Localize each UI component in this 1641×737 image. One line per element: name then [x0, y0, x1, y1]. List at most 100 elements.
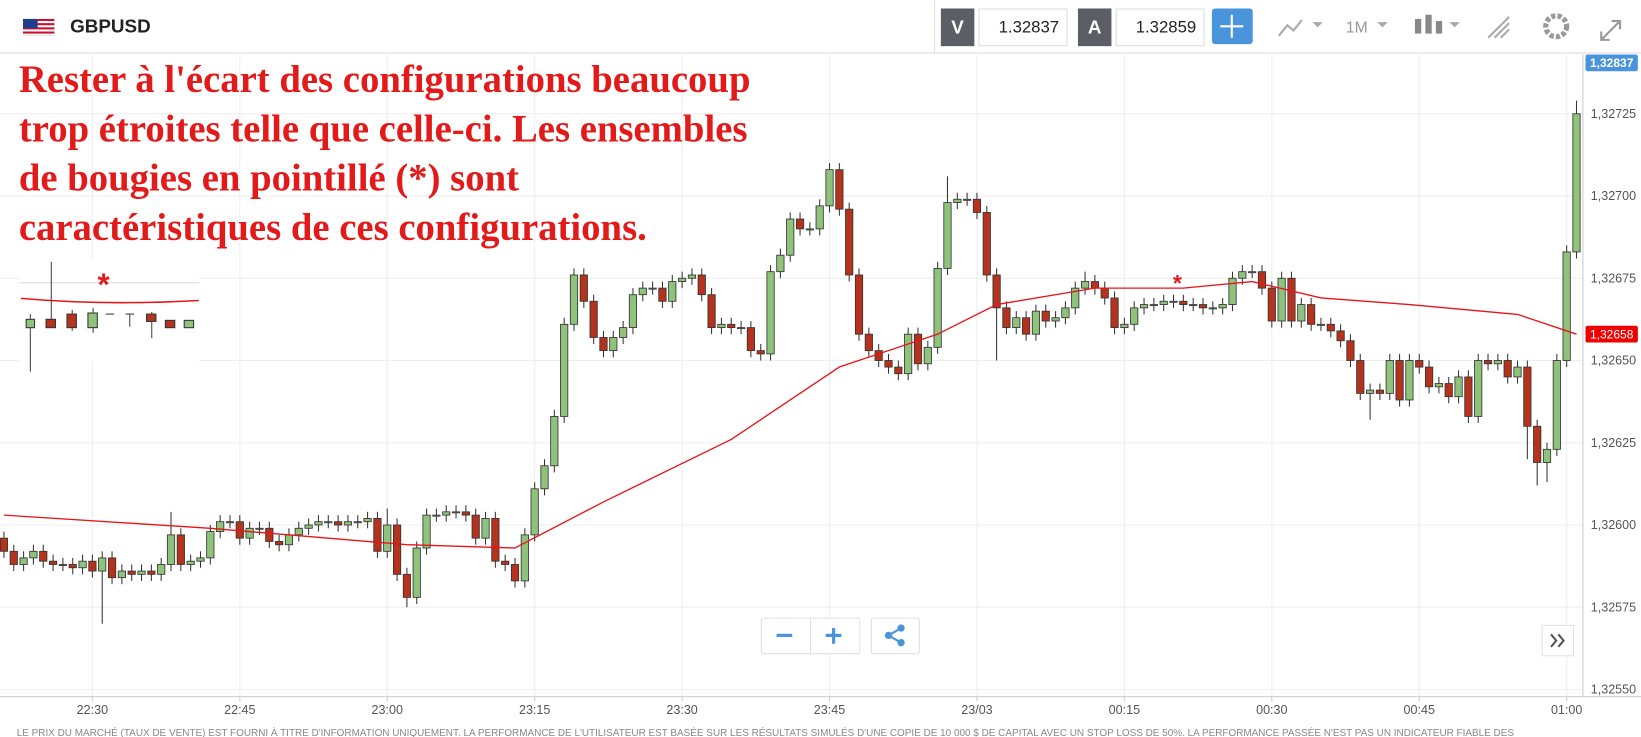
- x-tick-label: 22:30: [77, 703, 108, 717]
- symbol[interactable]: GBPUSD: [70, 16, 151, 37]
- candle-body: [1169, 300, 1178, 303]
- candle-body: [127, 570, 136, 575]
- candle-body: [1179, 300, 1188, 305]
- chart-type-icon[interactable]: [1414, 14, 1443, 34]
- candle-body: [1228, 277, 1237, 305]
- candle-body: [579, 274, 588, 302]
- candle-body: [225, 521, 235, 524]
- ask-price[interactable]: 1.32859: [1136, 18, 1196, 37]
- candle-body: [334, 521, 343, 526]
- ma-badge: [1585, 325, 1638, 343]
- candle-body: [1562, 251, 1571, 361]
- crosshair-icon: [1220, 14, 1244, 38]
- candle-body: [707, 294, 716, 329]
- candle-body: [1061, 307, 1070, 319]
- candle-body: [216, 521, 225, 532]
- candle-body: [412, 547, 421, 598]
- dropdown-arrow: [1449, 22, 1460, 28]
- candle-body: [569, 274, 579, 325]
- ask-button[interactable]: [1077, 8, 1112, 47]
- candle-body: [1149, 304, 1158, 307]
- candle-body: [1513, 366, 1522, 378]
- candle-body: [1434, 383, 1443, 388]
- candle-body: [1523, 366, 1532, 427]
- draw-icon[interactable]: [1487, 16, 1510, 39]
- candle-body: [1326, 323, 1335, 332]
- candle-body: [1090, 281, 1099, 289]
- annotation-line: trop étroites telle que celle-ci. Les en…: [19, 107, 748, 150]
- candle-body: [668, 281, 677, 302]
- marker: *: [97, 267, 110, 302]
- candle-body: [1110, 297, 1119, 329]
- candle-body: [68, 564, 77, 569]
- price-axis: [1582, 54, 1641, 697]
- candle-body: [461, 511, 470, 516]
- timeframe[interactable]: 1M: [1346, 20, 1368, 37]
- candle-body: [943, 202, 952, 269]
- candle-body: [1051, 317, 1060, 322]
- flag: [23, 18, 55, 36]
- candle-body: [1483, 360, 1493, 365]
- candle-body: [1277, 277, 1286, 322]
- zoom-in[interactable]: [825, 628, 842, 644]
- candle-body: [815, 205, 824, 230]
- fullscreen-icon[interactable]: [1600, 19, 1622, 41]
- candle-body: [1287, 277, 1296, 322]
- candle-body: [284, 534, 294, 546]
- x-tick-label: 23/03: [961, 703, 992, 717]
- indicator-icon[interactable]: [1278, 19, 1303, 37]
- candle-body: [363, 517, 372, 523]
- candle-body: [432, 514, 441, 517]
- ask-label[interactable]: A: [1088, 17, 1102, 38]
- settings-icon[interactable]: [1543, 13, 1570, 40]
- candle-body: [353, 521, 362, 524]
- candle-body: [442, 511, 451, 516]
- bid-label[interactable]: V: [951, 17, 964, 38]
- bid-box[interactable]: [978, 8, 1068, 47]
- candle-body: [530, 488, 539, 536]
- candle-body: [1002, 307, 1011, 329]
- candle-body: [39, 550, 48, 562]
- candle-body: [1316, 323, 1326, 326]
- candle-body: [147, 570, 156, 575]
- candle-body: [314, 521, 323, 526]
- bid-button[interactable]: [940, 8, 975, 47]
- candle-body: [1267, 287, 1276, 322]
- bid-price[interactable]: 1.32837: [999, 18, 1060, 37]
- candle-body: [795, 218, 805, 230]
- x-tick-label: 23:30: [666, 703, 697, 717]
- ask-box[interactable]: [1115, 8, 1205, 47]
- candle-body: [825, 169, 834, 207]
- candle-body: [1208, 307, 1217, 310]
- candle-body: [972, 198, 982, 213]
- candle-body: [864, 333, 873, 352]
- price-badge: [1585, 54, 1638, 72]
- candle-body: [845, 208, 854, 276]
- x-tick-label: 00:45: [1404, 703, 1435, 717]
- candle-body: [1356, 360, 1365, 394]
- candle-body: [658, 287, 667, 302]
- candle-body: [1405, 360, 1414, 401]
- share-button[interactable]: [870, 617, 920, 655]
- candle-body: [373, 517, 382, 552]
- candle-body: [98, 557, 107, 572]
- candle-body: [383, 524, 392, 552]
- candle-body: [324, 521, 333, 524]
- candle-body: [294, 527, 303, 536]
- scroll-right[interactable]: [1541, 624, 1575, 657]
- x-tick-label: 00:30: [1256, 703, 1287, 717]
- candle-body: [1012, 317, 1021, 329]
- candle-body: [1444, 383, 1453, 398]
- y-tick-label: 1,32575: [1591, 600, 1636, 614]
- candle-body: [854, 274, 864, 335]
- candle-body: [697, 274, 706, 296]
- candle-body: [402, 573, 411, 598]
- candle-body: [29, 550, 38, 559]
- disclaimer: LE PRIX DU MARCHÉ (TAUX DE VENTE) EST FO…: [17, 728, 1515, 737]
- candle-body: [206, 531, 215, 559]
- candle-body: [78, 560, 87, 569]
- candle-body: [107, 557, 117, 579]
- x-tick-label: 01:00: [1551, 703, 1582, 717]
